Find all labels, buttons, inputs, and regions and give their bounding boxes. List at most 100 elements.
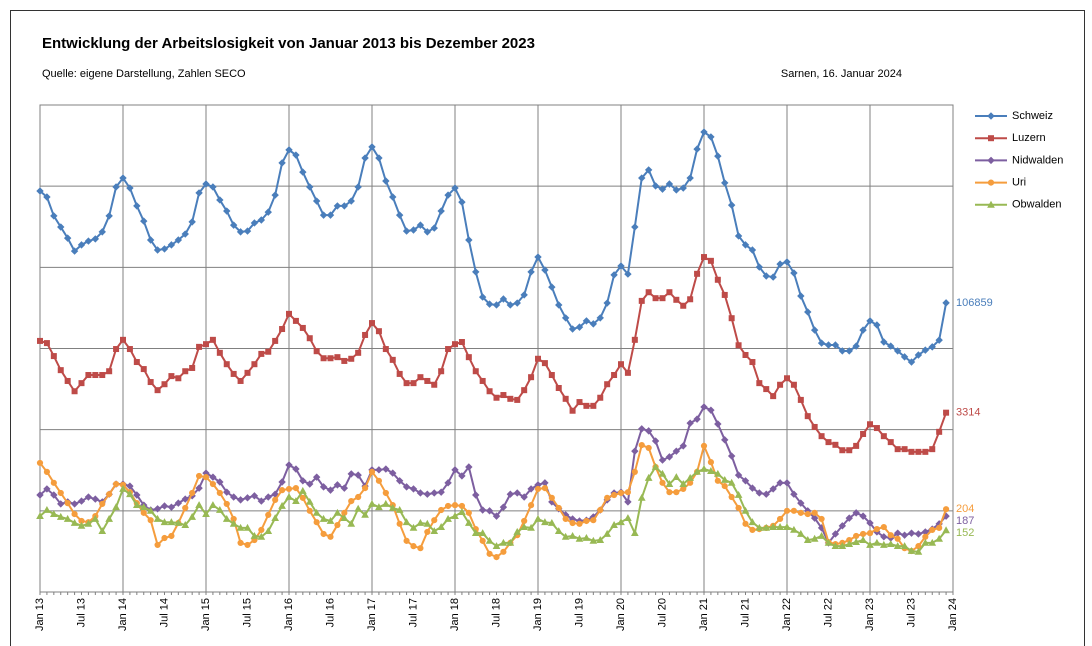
marker: [936, 524, 943, 531]
marker: [410, 543, 417, 550]
marker: [182, 504, 189, 512]
marker: [521, 517, 528, 525]
marker: [146, 236, 155, 244]
marker: [742, 351, 749, 358]
marker: [776, 523, 784, 530]
marker: [119, 174, 127, 182]
marker: [319, 514, 328, 522]
marker: [569, 519, 576, 527]
marker: [701, 254, 707, 261]
marker: [734, 490, 743, 498]
marker: [852, 538, 861, 545]
marker: [929, 526, 936, 534]
marker: [195, 472, 203, 480]
marker: [721, 179, 729, 187]
end-value-label: 204: [956, 503, 974, 515]
marker: [499, 538, 508, 546]
marker: [748, 518, 757, 526]
marker: [77, 521, 86, 529]
marker: [804, 510, 811, 518]
marker: [734, 471, 743, 479]
marker: [49, 510, 58, 517]
end-value-label: 106859: [956, 297, 993, 309]
marker: [479, 537, 486, 544]
marker: [831, 542, 840, 550]
marker: [423, 519, 432, 527]
marker: [838, 347, 847, 355]
marker: [548, 372, 555, 379]
marker: [859, 530, 867, 538]
marker: [852, 342, 860, 350]
series-line: [39, 130, 948, 364]
marker: [658, 456, 667, 464]
x-tick-label: Jan 14: [117, 598, 129, 631]
marker: [327, 355, 334, 362]
marker: [555, 504, 562, 512]
marker: [354, 471, 362, 479]
marker: [188, 218, 196, 226]
marker: [541, 360, 548, 367]
marker: [485, 507, 494, 515]
marker: [196, 343, 203, 350]
marker: [624, 270, 632, 278]
marker: [84, 493, 93, 501]
marker: [900, 353, 909, 361]
marker: [707, 459, 715, 466]
marker: [776, 479, 784, 487]
marker: [803, 536, 812, 543]
marker: [181, 230, 189, 238]
marker: [43, 340, 50, 347]
marker: [154, 541, 161, 549]
marker: [161, 534, 168, 542]
marker: [611, 372, 618, 379]
legend-label: Obwalden: [1012, 199, 1062, 211]
marker: [464, 518, 473, 526]
marker: [285, 485, 293, 493]
marker: [465, 463, 473, 471]
marker: [229, 221, 238, 229]
marker: [50, 212, 58, 220]
marker: [70, 247, 79, 255]
marker: [514, 396, 521, 403]
marker: [292, 317, 299, 324]
marker: [500, 392, 507, 399]
marker: [845, 347, 853, 355]
marker: [673, 489, 680, 496]
x-tick-label: Jan 15: [200, 598, 212, 631]
marker: [355, 493, 362, 501]
marker: [866, 530, 874, 537]
marker: [361, 510, 369, 518]
marker: [534, 485, 542, 493]
marker: [140, 509, 147, 516]
marker: [624, 498, 632, 506]
marker: [845, 514, 853, 522]
marker: [859, 512, 867, 520]
marker: [770, 393, 777, 400]
marker: [900, 531, 909, 539]
marker: [555, 301, 563, 309]
marker: [734, 232, 743, 240]
marker: [347, 470, 355, 478]
marker: [168, 532, 175, 540]
marker: [921, 346, 930, 354]
marker: [714, 276, 721, 283]
marker: [687, 479, 694, 486]
marker: [258, 526, 265, 534]
marker: [36, 491, 44, 499]
marker: [513, 527, 522, 535]
marker: [810, 326, 819, 334]
marker: [222, 514, 231, 522]
marker: [174, 518, 183, 526]
marker: [568, 325, 577, 333]
marker: [375, 154, 383, 162]
marker: [146, 506, 155, 514]
marker: [700, 465, 708, 472]
marker: [534, 253, 542, 261]
marker: [534, 514, 542, 522]
marker: [36, 512, 44, 520]
marker: [797, 292, 805, 300]
marker: [887, 439, 894, 446]
frame: [10, 10, 1085, 646]
marker: [714, 477, 721, 484]
